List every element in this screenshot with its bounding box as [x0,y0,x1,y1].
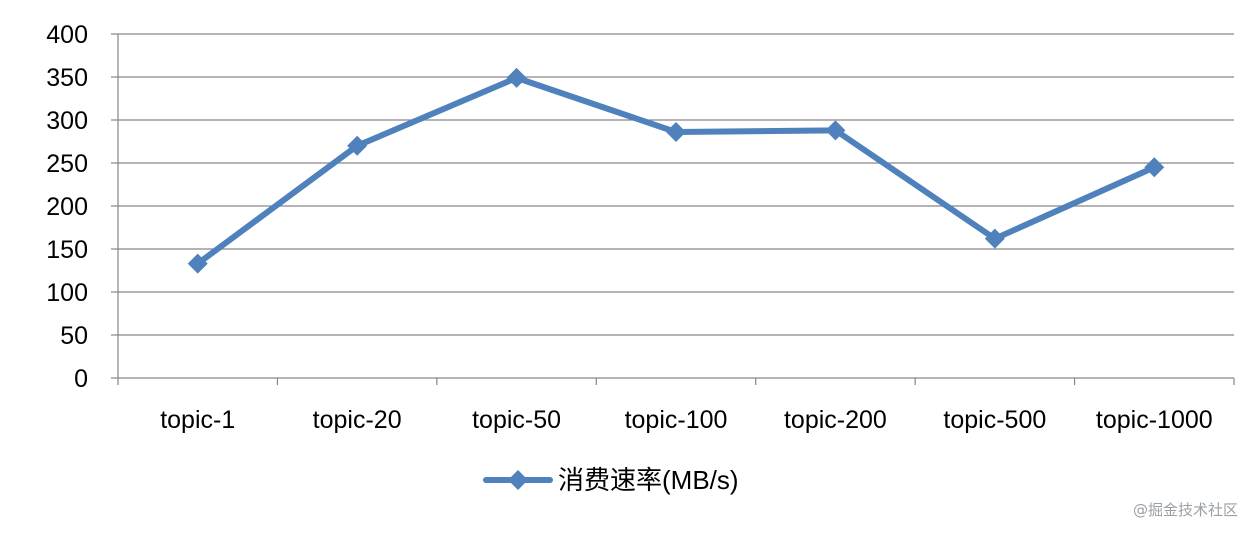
data-point-marker [984,228,1005,249]
x-tick-label: topic-1 [160,406,235,434]
y-tick-label: 350 [46,64,88,92]
series-line [194,74,1158,267]
y-tick-label: 250 [46,150,88,178]
gridlines [118,33,1234,336]
data-point-marker [666,122,686,143]
legend: 消费速率(MB/s) [483,465,739,495]
y-tick-label: 50 [60,322,88,350]
y-tick-labels: 0 50 100 150 200 250 300 350 400 [46,21,88,393]
y-tick-label: 400 [46,21,88,49]
x-tick-label: topic-100 [625,406,728,434]
data-point-marker [506,67,527,88]
x-tick-label: topic-50 [472,406,561,434]
x-tick-label: topic-1000 [1096,406,1213,434]
data-point-marker [1144,157,1165,178]
y-tick-label: 300 [46,107,88,135]
data-point-marker [347,135,368,156]
legend-marker-swatch [508,470,528,490]
y-tick-label: 100 [46,279,88,307]
y-tick-label: 0 [74,365,88,393]
axes [111,33,1235,385]
x-tick-label: topic-20 [313,406,402,434]
legend-label: 消费速率(MB/s) [558,465,739,495]
watermark-text: @掘金技术社区 [1132,501,1238,519]
data-point-marker [825,120,846,141]
y-tick-label: 150 [46,236,88,264]
series-layer [187,67,1165,274]
x-tick-label: topic-500 [943,406,1046,434]
data-point-marker [187,253,208,274]
x-tick-labels: topic-1 topic-20 topic-50 topic-100 topic-20… [160,406,1212,434]
x-tick-label: topic-200 [784,406,887,434]
y-tick-label: 200 [46,193,88,221]
